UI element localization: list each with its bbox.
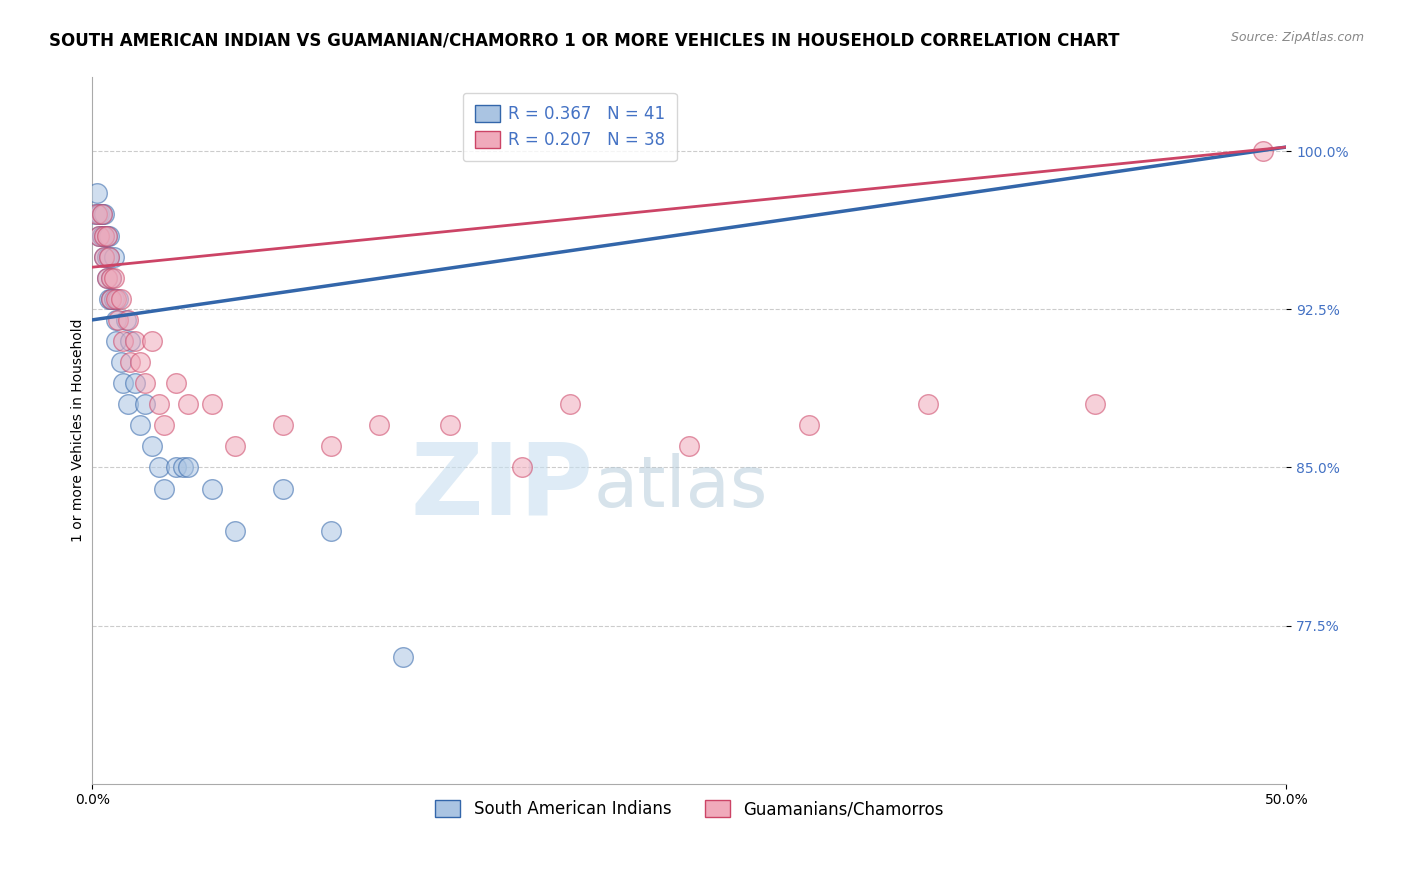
Point bbox=[97, 228, 120, 243]
Point bbox=[114, 313, 136, 327]
Point bbox=[134, 397, 156, 411]
Point bbox=[117, 313, 139, 327]
Point bbox=[96, 228, 118, 243]
Point bbox=[93, 250, 115, 264]
Point bbox=[1251, 145, 1274, 159]
Text: atlas: atlas bbox=[593, 452, 768, 522]
Text: Source: ZipAtlas.com: Source: ZipAtlas.com bbox=[1230, 31, 1364, 45]
Point bbox=[105, 334, 128, 348]
Point bbox=[165, 460, 187, 475]
Point bbox=[148, 460, 170, 475]
Point bbox=[89, 207, 111, 221]
Point bbox=[100, 292, 122, 306]
Point bbox=[112, 334, 135, 348]
Point bbox=[107, 292, 129, 306]
Point bbox=[224, 439, 246, 453]
Point bbox=[103, 270, 125, 285]
Text: SOUTH AMERICAN INDIAN VS GUAMANIAN/CHAMORRO 1 OR MORE VEHICLES IN HOUSEHOLD CORR: SOUTH AMERICAN INDIAN VS GUAMANIAN/CHAMO… bbox=[49, 31, 1119, 49]
Point bbox=[558, 397, 581, 411]
Point bbox=[117, 397, 139, 411]
Point bbox=[90, 228, 112, 243]
Point bbox=[89, 228, 111, 243]
Point bbox=[100, 270, 122, 285]
Point bbox=[319, 439, 342, 453]
Point bbox=[89, 228, 111, 243]
Point bbox=[165, 376, 187, 391]
Point bbox=[510, 460, 533, 475]
Point bbox=[96, 270, 118, 285]
Point bbox=[917, 397, 939, 411]
Point bbox=[391, 650, 413, 665]
Point bbox=[224, 524, 246, 538]
Point bbox=[177, 460, 200, 475]
Point bbox=[129, 418, 152, 433]
Point bbox=[153, 418, 176, 433]
Point bbox=[105, 313, 128, 327]
Point bbox=[90, 207, 112, 221]
Point bbox=[97, 250, 120, 264]
Point bbox=[1084, 397, 1107, 411]
Point bbox=[172, 460, 194, 475]
Point bbox=[97, 250, 120, 264]
Point bbox=[86, 207, 108, 221]
Point bbox=[96, 270, 118, 285]
Point bbox=[439, 418, 461, 433]
Point bbox=[120, 334, 142, 348]
Point bbox=[96, 228, 118, 243]
Point bbox=[93, 228, 115, 243]
Point bbox=[319, 524, 342, 538]
Point bbox=[271, 482, 294, 496]
Point bbox=[110, 355, 132, 369]
Point bbox=[153, 482, 176, 496]
Point bbox=[141, 334, 163, 348]
Point bbox=[201, 397, 224, 411]
Point bbox=[107, 313, 129, 327]
Y-axis label: 1 or more Vehicles in Household: 1 or more Vehicles in Household bbox=[72, 318, 86, 542]
Point bbox=[271, 418, 294, 433]
Point bbox=[201, 482, 224, 496]
Point bbox=[367, 418, 389, 433]
Point bbox=[148, 397, 170, 411]
Point bbox=[105, 292, 128, 306]
Point bbox=[86, 186, 108, 201]
Point bbox=[120, 355, 142, 369]
Point bbox=[97, 292, 120, 306]
Text: ZIP: ZIP bbox=[411, 439, 593, 535]
Point bbox=[110, 292, 132, 306]
Legend: South American Indians, Guamanians/Chamorros: South American Indians, Guamanians/Chamo… bbox=[429, 793, 950, 825]
Point bbox=[96, 250, 118, 264]
Point bbox=[93, 228, 115, 243]
Point bbox=[124, 376, 146, 391]
Point bbox=[93, 250, 115, 264]
Point bbox=[100, 292, 122, 306]
Point bbox=[103, 292, 125, 306]
Point bbox=[678, 439, 700, 453]
Point bbox=[112, 376, 135, 391]
Point bbox=[90, 207, 112, 221]
Point bbox=[177, 397, 200, 411]
Point bbox=[93, 207, 115, 221]
Point bbox=[129, 355, 152, 369]
Point bbox=[124, 334, 146, 348]
Point bbox=[141, 439, 163, 453]
Point bbox=[83, 207, 105, 221]
Point bbox=[797, 418, 820, 433]
Point bbox=[100, 270, 122, 285]
Point bbox=[134, 376, 156, 391]
Point bbox=[103, 250, 125, 264]
